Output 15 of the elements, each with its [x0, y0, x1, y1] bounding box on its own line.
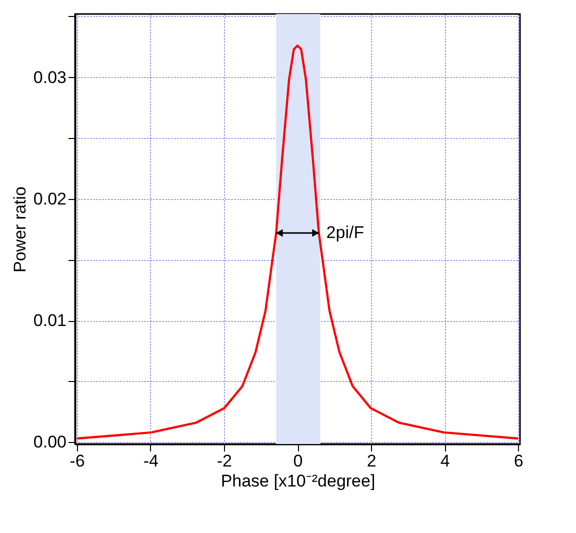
x-axis-title: Phase [x10⁻²degree] — [220, 472, 376, 490]
x-tick-label: 2 — [366, 452, 376, 470]
line-series — [76, 44, 520, 440]
x-tick-label: 4 — [440, 452, 450, 470]
annotation: 2pi/F — [326, 222, 364, 242]
y-tick-label: 0.01 — [33, 311, 66, 330]
x-tick-label: -6 — [70, 452, 85, 470]
y-tick-label: 0.02 — [33, 189, 66, 208]
y-tick-label: 0.00 — [33, 432, 66, 452]
x-tick-label: -2 — [216, 452, 232, 470]
y-tick-label: 0.03 — [33, 68, 66, 87]
y-axis-title: Power ratio — [10, 186, 30, 272]
x-tick-label: -4 — [143, 452, 158, 470]
x-tick-label: 0 — [293, 452, 303, 470]
x-tick-label: 6 — [514, 452, 524, 470]
